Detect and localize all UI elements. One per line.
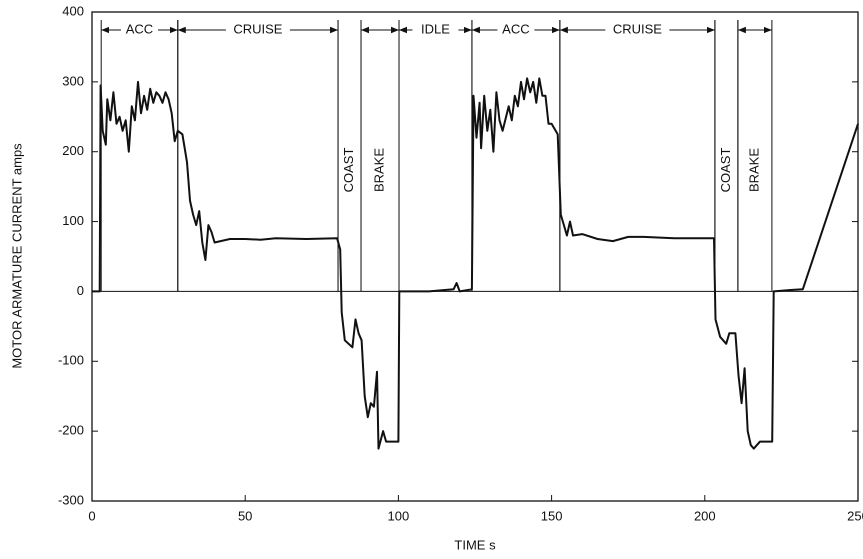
x-tick-label: 50	[238, 508, 252, 523]
phase-label: BRAKE	[746, 148, 761, 192]
x-tick-label: 0	[88, 508, 95, 523]
plot-frame	[91, 11, 859, 502]
current-line	[92, 77, 859, 450]
phase-label-bg	[372, 144, 389, 196]
phase-label-bg	[120, 22, 158, 38]
x-axis-label: TIME s	[454, 537, 496, 552]
phase-label-bg	[225, 22, 290, 38]
x-tick-label: 150	[541, 508, 563, 523]
y-tick-label: 200	[62, 143, 84, 158]
phase-label-bg	[746, 144, 763, 196]
phase-label-bg	[718, 144, 735, 196]
phase-label: IDLE	[421, 21, 450, 36]
phase-label-bg	[605, 22, 670, 38]
phase-label-bg	[412, 22, 459, 38]
phase-label-bg	[341, 144, 358, 196]
y-axis-label: MOTOR ARMATURE CURRENT amps	[9, 143, 24, 369]
phase-label-bg	[497, 22, 535, 38]
y-tick-label: -100	[58, 353, 84, 368]
y-tick-label: 0	[77, 283, 84, 298]
phase-label: CRUISE	[233, 21, 282, 36]
phase-label: ACC	[502, 21, 529, 36]
x-tick-label: 250	[847, 508, 863, 523]
phase-label: COAST	[341, 148, 356, 193]
phase-label: COAST	[718, 148, 733, 193]
y-tick-label: 300	[62, 73, 84, 88]
phase-label: ACC	[126, 21, 153, 36]
x-tick-label: 200	[694, 508, 716, 523]
y-tick-label: -300	[58, 492, 84, 507]
x-tick-label: 100	[388, 508, 410, 523]
y-tick-label: -200	[58, 423, 84, 438]
y-tick-label: 400	[62, 3, 84, 18]
y-tick-label: 100	[62, 213, 84, 228]
phase-label: BRAKE	[371, 148, 386, 192]
phase-label: CRUISE	[613, 21, 662, 36]
